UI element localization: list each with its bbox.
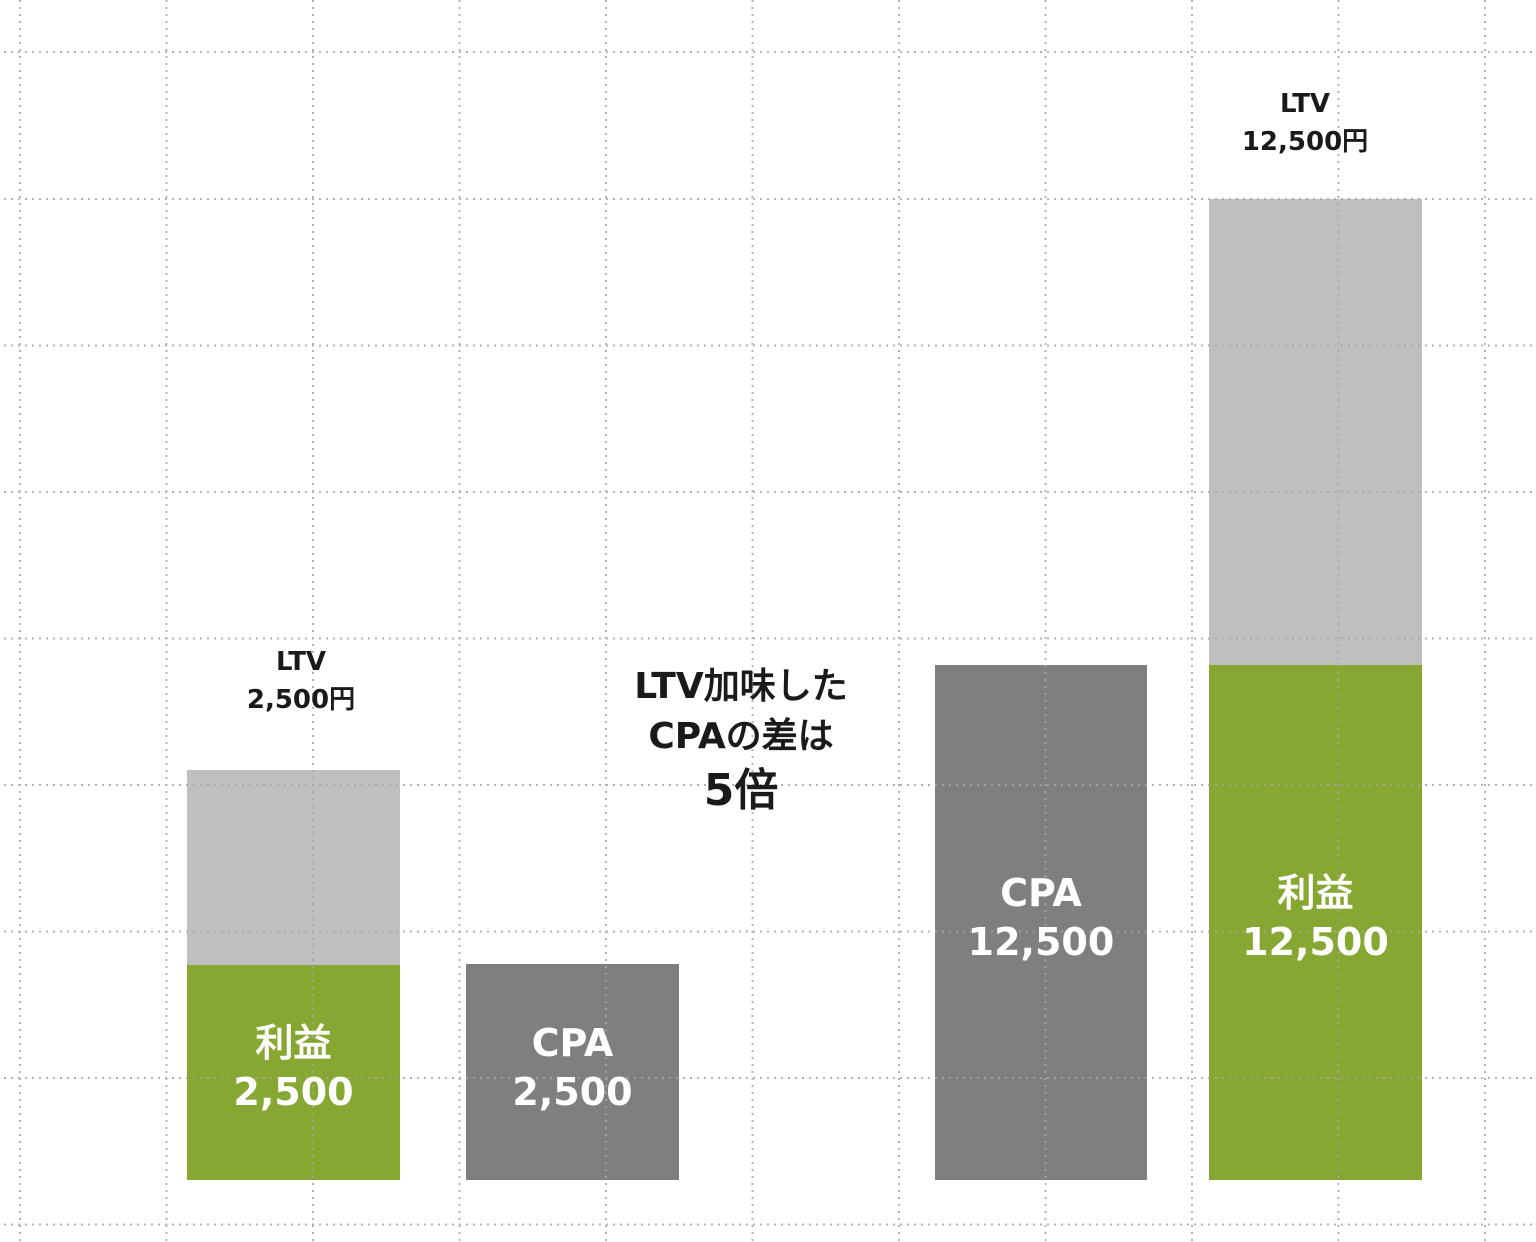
difference-annotation: LTV加味した CPAの差は 5倍 xyxy=(581,662,901,820)
bar4-ltv-remainder xyxy=(1209,199,1422,665)
annotation-line3: 5倍 xyxy=(703,765,779,816)
bar2-label: CPA 2,500 xyxy=(466,1019,679,1117)
bar1-ltv-remainder xyxy=(187,770,400,965)
bar2-cpa xyxy=(466,964,679,1180)
bar1-profit xyxy=(187,965,400,1180)
bar1-ltv-value: 2,500円 xyxy=(246,685,356,715)
bar2-value: 2,500 xyxy=(512,1070,633,1114)
bar3-cpa xyxy=(935,665,1147,1180)
bar4-profit xyxy=(1209,665,1422,1180)
bar1-label: 利益 2,500 xyxy=(187,1019,400,1117)
bar1-ltv-title: LTV xyxy=(275,647,327,677)
bar4-ltv-label: LTV 12,500円 xyxy=(1185,85,1425,161)
bar1-value: 2,500 xyxy=(233,1070,354,1114)
bar2-title: CPA xyxy=(531,1021,614,1065)
bar1-title: 利益 xyxy=(255,1021,332,1065)
bar3-title: CPA xyxy=(1000,871,1082,915)
bar4-ltv-title: LTV xyxy=(1279,89,1331,119)
bar4-value: 12,500 xyxy=(1242,920,1389,964)
bar4-label: 利益 12,500 xyxy=(1209,869,1422,967)
bar4-title: 利益 xyxy=(1277,871,1354,915)
bar4-ltv-value: 12,500円 xyxy=(1241,127,1369,157)
annotation-line1: LTV加味した xyxy=(634,666,848,707)
bar3-value: 12,500 xyxy=(967,920,1115,964)
bar1-ltv-label: LTV 2,500円 xyxy=(181,643,421,719)
annotation-line2: CPAの差は xyxy=(648,716,834,757)
bar3-label: CPA 12,500 xyxy=(935,869,1147,967)
